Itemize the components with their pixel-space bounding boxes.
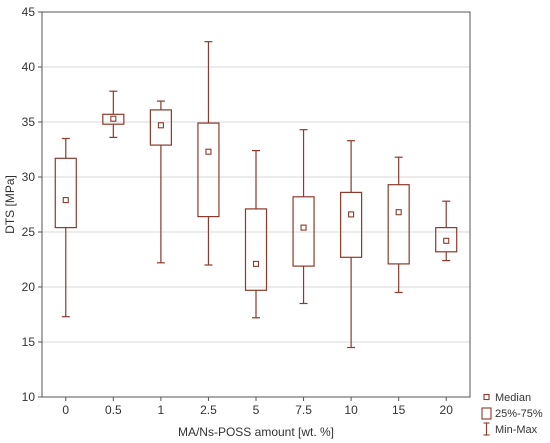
y-axis-title: DTS [MPa] xyxy=(3,175,17,234)
box-group xyxy=(54,137,77,318)
box-iqr xyxy=(149,109,172,146)
box-group xyxy=(149,100,172,264)
box-group xyxy=(435,200,458,262)
x-tick-label: 10 xyxy=(344,403,358,417)
legend-label: Min-Max xyxy=(495,424,538,436)
legend-median: Median xyxy=(483,392,531,404)
box-iqr xyxy=(54,157,77,229)
box-iqr xyxy=(102,113,125,125)
x-tick-label: 0.5 xyxy=(105,403,122,417)
median-marker xyxy=(110,115,117,122)
x-tick-label: 1 xyxy=(158,403,165,417)
box-iqr xyxy=(244,208,268,291)
y-tick-label: 40 xyxy=(22,60,36,74)
x-tick-label: 20 xyxy=(440,403,454,417)
box-iqr xyxy=(387,184,410,265)
y-tick-label: 15 xyxy=(22,335,36,349)
median-marker xyxy=(395,209,402,216)
y-tick-label: 25 xyxy=(22,225,36,239)
median-marker xyxy=(252,260,260,267)
box-iqr xyxy=(292,196,315,267)
box-iqr xyxy=(435,227,458,253)
plot-area-frame xyxy=(41,11,471,398)
x-tick-label: 5 xyxy=(253,403,260,417)
x-tick-label: 7.5 xyxy=(295,403,312,417)
x-tick-label: 2.5 xyxy=(200,403,217,417)
y-tick-label: 10 xyxy=(22,390,36,404)
box-group xyxy=(197,41,220,266)
legend: Median 25%-75% Min-Max xyxy=(481,392,543,436)
grid-lines xyxy=(42,66,470,343)
median-marker xyxy=(205,148,212,155)
y-axis-ticks: 10 15 20 25 30 35 40 45 xyxy=(22,5,42,404)
y-tick-label: 20 xyxy=(22,280,36,294)
box-group xyxy=(292,129,315,305)
legend-box: 25%-75% xyxy=(481,407,543,420)
box-group xyxy=(244,150,268,319)
box-iqr xyxy=(197,122,220,218)
median-marker xyxy=(157,122,164,129)
box-group xyxy=(387,156,410,294)
box-series xyxy=(54,41,458,349)
legend-label: 25%-75% xyxy=(495,408,543,420)
x-tick-label: 0 xyxy=(62,403,69,417)
box-group xyxy=(340,140,363,349)
box-group xyxy=(102,90,125,138)
legend-median-icon xyxy=(483,393,490,401)
median-marker xyxy=(348,211,355,218)
legend-min-max: Min-Max xyxy=(483,422,538,436)
x-axis-title: MA/Ns-POSS amount [wt. %] xyxy=(178,425,334,439)
median-marker xyxy=(443,237,450,244)
y-tick-label: 45 xyxy=(22,5,36,19)
y-tick-label: 35 xyxy=(22,115,36,129)
legend-box-icon xyxy=(481,407,492,420)
median-marker xyxy=(300,224,307,231)
median-marker xyxy=(62,197,69,204)
box-iqr xyxy=(340,191,363,258)
y-tick-label: 30 xyxy=(22,170,36,184)
x-axis-ticks: 0 0.5 1 2.5 5 7.5 10 15 20 xyxy=(62,397,453,417)
legend-label: Median xyxy=(495,392,531,404)
x-tick-label: 15 xyxy=(392,403,406,417)
